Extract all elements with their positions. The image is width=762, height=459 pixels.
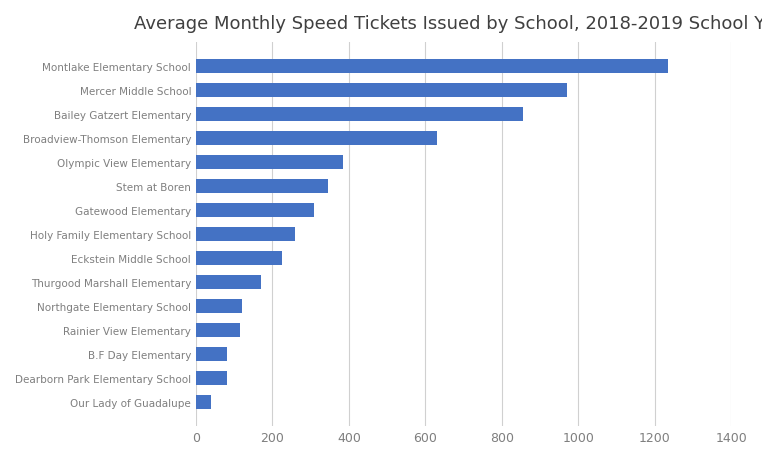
Bar [196,180,328,193]
Title: Average Monthly Speed Tickets Issued by School, 2018-2019 School Year: Average Monthly Speed Tickets Issued by … [134,15,762,33]
Bar [196,396,211,409]
Bar [196,372,226,385]
Bar [196,108,523,121]
Bar [196,84,567,97]
Bar [196,156,343,169]
Bar [196,204,315,217]
Bar [196,60,668,73]
Bar [196,228,296,241]
Bar [196,132,437,145]
Bar [196,324,240,337]
Bar [196,348,226,361]
Bar [196,252,282,265]
Bar [196,300,242,313]
Bar [196,276,261,289]
